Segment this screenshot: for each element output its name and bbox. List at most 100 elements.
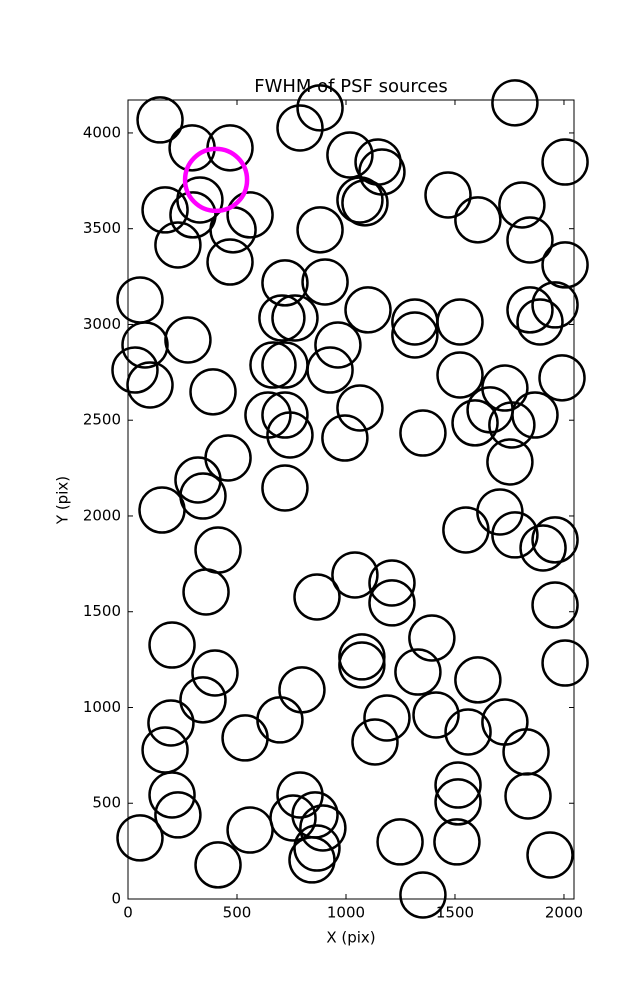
x-tick-label: 0: [123, 904, 133, 922]
source-circle: [276, 771, 324, 819]
source-circle: [326, 131, 374, 179]
x-tick-label: 1000: [327, 904, 365, 922]
source-circle: [194, 841, 242, 889]
y-axis-label: Y (pix): [54, 476, 72, 525]
source-circle: [531, 281, 579, 329]
source-circle: [261, 259, 309, 307]
source-circle: [154, 791, 202, 839]
source-circle: [261, 464, 309, 512]
plot-area: [111, 79, 589, 919]
source-circle: [293, 573, 341, 621]
source-circle: [488, 401, 536, 449]
source-circle: [314, 321, 362, 369]
x-axis-label: X (pix): [326, 929, 375, 947]
source-circle: [191, 649, 239, 697]
source-circle: [299, 804, 347, 852]
source-circle: [164, 316, 212, 364]
source-circle: [296, 84, 344, 132]
source-circle: [408, 614, 456, 662]
source-circle: [541, 138, 589, 186]
source-circle: [258, 294, 306, 342]
chart-title: FWHM of PSF sources: [254, 76, 448, 97]
y-tick-label: 4000: [83, 123, 121, 141]
source-circle: [182, 146, 250, 214]
source-circle: [541, 639, 589, 687]
source-circle: [226, 191, 274, 239]
source-circle: [351, 718, 399, 766]
y-tick-label: 3000: [83, 315, 121, 333]
source-circle: [433, 818, 481, 866]
source-circle: [154, 221, 202, 269]
source-circle: [221, 714, 269, 762]
source-circle: [174, 456, 222, 504]
source-circle: [368, 559, 416, 607]
source-circle: [434, 778, 482, 826]
source-circle: [491, 511, 539, 559]
source-circle: [541, 241, 589, 289]
source-circle: [491, 79, 539, 127]
source-circle: [148, 621, 196, 669]
source-circle: [226, 806, 274, 854]
y-tick-label: 3500: [83, 219, 121, 237]
source-circle: [498, 181, 546, 229]
source-circle: [121, 321, 169, 369]
source-circle: [179, 676, 227, 724]
source-circle: [391, 311, 439, 359]
source-circle: [266, 411, 314, 459]
source-circle: [538, 354, 586, 402]
source-circle: [394, 648, 442, 696]
plot-frame: [127, 99, 575, 900]
source-circle: [336, 176, 384, 224]
source-circle: [306, 346, 354, 394]
source-circle: [399, 871, 447, 919]
source-circle: [526, 831, 574, 879]
source-circle: [434, 761, 482, 809]
source-circle: [519, 524, 567, 572]
y-tick-label: 500: [92, 794, 121, 812]
source-circle: [506, 286, 554, 334]
source-circle: [436, 298, 484, 346]
source-circle: [111, 346, 159, 394]
y-tick-label: 0: [111, 890, 121, 908]
source-circle: [116, 814, 164, 862]
source-circle: [331, 551, 379, 599]
source-circle: [321, 414, 369, 462]
source-circle: [276, 104, 324, 152]
source-circle: [141, 186, 189, 234]
source-circle: [504, 772, 552, 820]
y-tick-label: 2500: [83, 411, 121, 429]
source-circle: [506, 216, 554, 264]
source-circle: [261, 391, 309, 439]
source-circle: [531, 581, 579, 629]
source-circle: [138, 486, 186, 534]
source-circle: [363, 694, 411, 742]
source-circle: [424, 171, 472, 219]
source-circle: [147, 699, 195, 747]
source-circle: [436, 351, 484, 399]
source-circle: [376, 818, 424, 866]
source-circle: [344, 286, 392, 334]
source-circle: [338, 633, 386, 681]
source-circle: [531, 516, 579, 564]
source-circle: [442, 506, 490, 554]
source-circle: [338, 641, 386, 689]
y-tick-label: 1500: [83, 602, 121, 620]
source-circle: [341, 179, 389, 227]
source-circle: [454, 656, 502, 704]
source-circle: [293, 824, 341, 872]
source-circle: [189, 368, 237, 416]
source-circle: [249, 341, 297, 389]
source-circle: [136, 96, 184, 144]
source-circle: [336, 384, 384, 432]
source-circle: [368, 579, 416, 627]
source-circle: [301, 258, 349, 306]
source-circle: [511, 391, 559, 439]
y-tick-label: 1000: [83, 698, 121, 716]
source-circle: [412, 691, 460, 739]
source-circle: [486, 438, 534, 486]
source-circle: [288, 836, 336, 884]
source-circle: [454, 196, 502, 244]
x-tick-label: 500: [223, 904, 252, 922]
